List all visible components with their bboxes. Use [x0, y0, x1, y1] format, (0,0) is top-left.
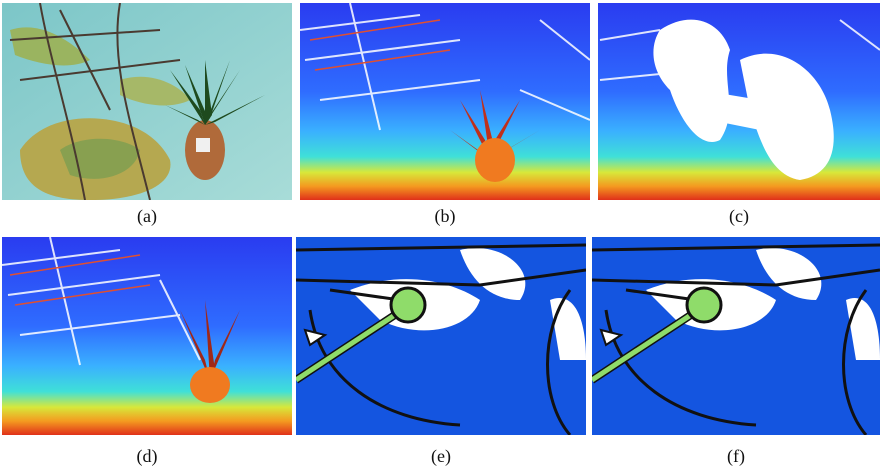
photo-panel	[2, 3, 292, 200]
segmentation-panel	[296, 237, 586, 435]
panel-caption: (d)	[137, 446, 158, 467]
segmentation-panel	[592, 237, 880, 435]
panel-caption: (f)	[727, 446, 745, 467]
panel-caption: (b)	[435, 206, 456, 227]
panel-caption: (e)	[431, 446, 451, 467]
panel-caption: (a)	[137, 206, 157, 227]
depth-panel	[2, 237, 292, 435]
depth-panel	[300, 3, 590, 200]
masked-depth-panel	[598, 3, 880, 200]
panel-caption: (c)	[729, 206, 749, 227]
